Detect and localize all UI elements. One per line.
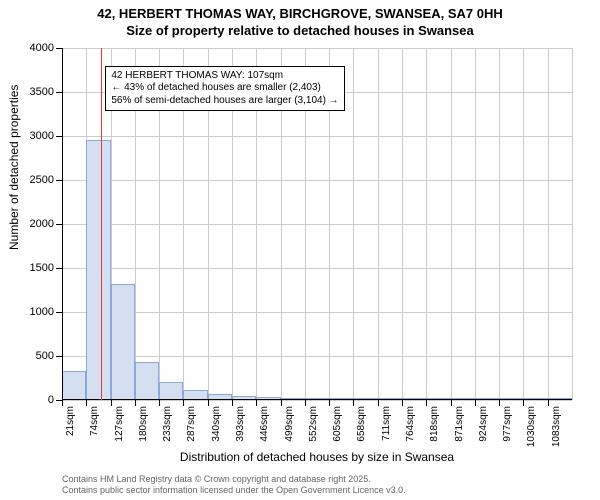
grid-line-vertical xyxy=(499,48,500,400)
x-tick xyxy=(378,400,379,406)
x-axis-label: Distribution of detached houses by size … xyxy=(62,450,572,464)
grid-line-vertical xyxy=(402,48,403,400)
y-tick-label: 2000 xyxy=(30,218,54,230)
x-tick xyxy=(402,400,403,406)
grid-line-horizontal xyxy=(62,180,572,181)
x-tick-label: 287sqm xyxy=(186,406,197,442)
grid-line-horizontal xyxy=(62,312,572,313)
histogram-bar xyxy=(159,382,183,400)
x-tick-label: 180sqm xyxy=(138,406,149,442)
y-tick-label: 4000 xyxy=(30,42,54,54)
x-tick xyxy=(183,400,184,406)
x-tick xyxy=(499,400,500,406)
y-tick-label: 2500 xyxy=(30,174,54,186)
x-tick-label: 1083sqm xyxy=(551,406,562,447)
x-tick xyxy=(548,400,549,406)
footer-line-2: Contains public sector information licen… xyxy=(62,485,406,496)
x-tick xyxy=(281,400,282,406)
y-tick-label: 0 xyxy=(48,394,54,406)
y-axis-line xyxy=(62,48,63,400)
x-tick xyxy=(86,400,87,406)
x-axis-line xyxy=(62,399,572,400)
x-tick xyxy=(159,400,160,406)
x-tick-label: 499sqm xyxy=(284,406,295,442)
x-tick-label: 552sqm xyxy=(308,406,319,442)
x-tick xyxy=(62,400,63,406)
chart-title: 42, HERBERT THOMAS WAY, BIRCHGROVE, SWAN… xyxy=(0,0,600,23)
y-tick-label: 1000 xyxy=(30,306,54,318)
y-tick-label: 1500 xyxy=(30,262,54,274)
annotation-box: 42 HERBERT THOMAS WAY: 107sqm← 43% of de… xyxy=(105,66,344,112)
footer-line-1: Contains HM Land Registry data © Crown c… xyxy=(62,474,406,485)
histogram-bar xyxy=(111,284,135,400)
x-tick-label: 21sqm xyxy=(65,406,76,436)
x-tick xyxy=(232,400,233,406)
x-tick xyxy=(305,400,306,406)
y-tick-label: 3500 xyxy=(30,86,54,98)
x-tick-label: 1030sqm xyxy=(526,406,537,447)
x-tick-label: 977sqm xyxy=(502,406,513,442)
x-tick-label: 764sqm xyxy=(405,406,416,442)
grid-line-vertical xyxy=(572,48,573,400)
x-tick xyxy=(135,400,136,406)
x-tick xyxy=(426,400,427,406)
grid-line-vertical xyxy=(548,48,549,400)
footer-attribution: Contains HM Land Registry data © Crown c… xyxy=(62,474,406,496)
grid-line-vertical xyxy=(475,48,476,400)
y-tick-label: 500 xyxy=(36,350,54,362)
x-tick-label: 233sqm xyxy=(162,406,173,442)
x-tick-label: 446sqm xyxy=(259,406,270,442)
chart-container: 42, HERBERT THOMAS WAY, BIRCHGROVE, SWAN… xyxy=(0,0,600,500)
grid-line-vertical xyxy=(426,48,427,400)
grid-line-vertical xyxy=(353,48,354,400)
x-tick xyxy=(475,400,476,406)
grid-line-vertical xyxy=(523,48,524,400)
x-tick-label: 818sqm xyxy=(429,406,440,442)
annotation-line: 56% of semi-detached houses are larger (… xyxy=(111,95,338,108)
y-axis-label: Number of detached properties xyxy=(7,85,21,250)
x-tick xyxy=(353,400,354,406)
x-tick xyxy=(208,400,209,406)
x-tick-label: 658sqm xyxy=(356,406,367,442)
histogram-bar xyxy=(86,140,110,400)
chart-subtitle: Size of property relative to detached ho… xyxy=(0,23,600,40)
y-tick-label: 3000 xyxy=(30,130,54,142)
property-marker-line xyxy=(101,48,102,400)
grid-line-vertical xyxy=(378,48,379,400)
grid-line-horizontal xyxy=(62,136,572,137)
x-tick xyxy=(111,400,112,406)
x-tick-label: 340sqm xyxy=(211,406,222,442)
histogram-bar xyxy=(62,371,86,400)
x-tick xyxy=(256,400,257,406)
x-tick xyxy=(451,400,452,406)
x-tick-label: 393sqm xyxy=(235,406,246,442)
grid-line-horizontal xyxy=(62,48,572,49)
x-tick xyxy=(523,400,524,406)
x-tick-label: 74sqm xyxy=(89,406,100,436)
x-tick-label: 127sqm xyxy=(114,406,125,442)
x-tick-label: 711sqm xyxy=(381,406,392,441)
x-tick-label: 924sqm xyxy=(478,406,489,442)
grid-line-horizontal xyxy=(62,224,572,225)
grid-line-horizontal xyxy=(62,356,572,357)
x-tick xyxy=(329,400,330,406)
annotation-line: 42 HERBERT THOMAS WAY: 107sqm xyxy=(111,70,338,83)
grid-line-horizontal xyxy=(62,400,572,401)
histogram-bar xyxy=(135,362,159,400)
annotation-line: ← 43% of detached houses are smaller (2,… xyxy=(111,82,338,95)
chart-plot-area: Distribution of detached houses by size … xyxy=(62,48,572,400)
grid-line-horizontal xyxy=(62,268,572,269)
x-tick-label: 871sqm xyxy=(454,406,465,442)
grid-line-vertical xyxy=(451,48,452,400)
x-tick-label: 605sqm xyxy=(332,406,343,442)
